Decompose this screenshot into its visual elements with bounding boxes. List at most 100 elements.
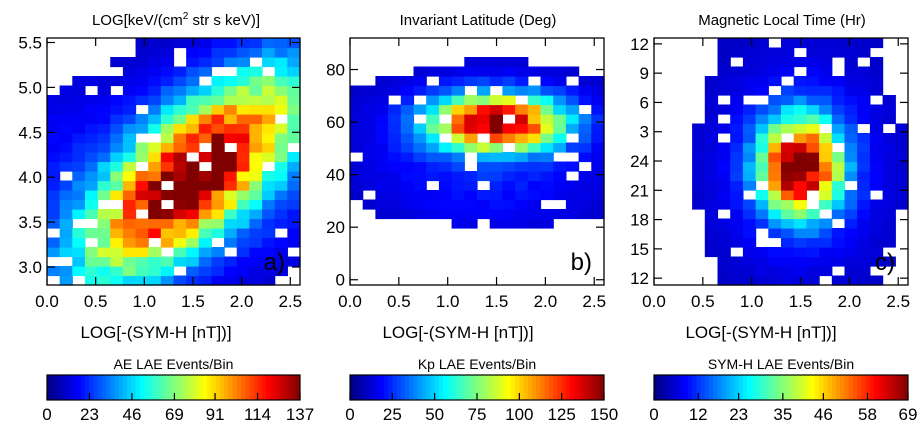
heatmap-cell	[742, 57, 757, 68]
heatmap-cell	[869, 66, 884, 77]
heatmap-cell	[515, 218, 529, 229]
heatmap-cell	[464, 218, 478, 229]
heatmap-cell	[249, 209, 263, 220]
colorbar-swatch	[375, 375, 381, 400]
heatmap-cell	[502, 66, 516, 77]
heatmap-cell	[47, 133, 61, 144]
colorbar-swatch	[899, 375, 905, 400]
heatmap-cell	[400, 171, 415, 182]
colorbar-swatch	[55, 375, 61, 400]
heatmap-cell	[451, 180, 465, 191]
heatmap-cell	[451, 218, 465, 229]
heatmap-cell	[464, 57, 478, 68]
heatmap-cell	[768, 161, 782, 172]
heatmap-cell	[426, 114, 440, 125]
heatmap-cell	[211, 275, 225, 286]
colorbar-swatch	[169, 375, 174, 400]
heatmap-cell	[781, 57, 795, 68]
heatmap-cell	[438, 199, 453, 210]
heatmap-cell	[375, 180, 389, 191]
heatmap-cell	[148, 114, 162, 125]
heatmap-cell	[451, 76, 465, 87]
heatmap-cell	[249, 180, 263, 191]
heatmap-cell	[148, 66, 162, 77]
heatmap-cell	[755, 38, 769, 49]
heatmap-cell	[844, 152, 858, 163]
heatmap-cell	[515, 171, 529, 182]
y-tick-label: 12	[630, 35, 649, 54]
heatmap-cell	[869, 104, 884, 115]
heatmap-cell	[122, 161, 137, 172]
colorbar-tick-label: 114	[244, 405, 271, 424]
heatmap-cell	[742, 266, 757, 277]
heatmap-cell	[160, 142, 175, 153]
heatmap-cell	[781, 256, 795, 267]
heatmap-cell	[464, 114, 478, 125]
heatmap-cell	[553, 123, 567, 134]
heatmap-cell	[882, 199, 896, 210]
heatmap-cell	[224, 57, 238, 68]
heatmap-cell	[882, 161, 896, 172]
heatmap-cell	[882, 209, 896, 220]
heatmap-cell	[110, 190, 124, 201]
panel-b-xlabel: LOG[-(SYM-H [nT])]	[382, 323, 533, 342]
heatmap-cell	[806, 171, 820, 182]
heatmap-cell	[489, 161, 503, 172]
heatmap-cell	[224, 47, 238, 58]
heatmap-cell	[148, 76, 162, 87]
heatmap-cell	[869, 123, 884, 134]
heatmap-cell	[274, 142, 288, 153]
heatmap-cell	[793, 256, 807, 267]
heatmap-cell	[249, 190, 263, 201]
colorbar-swatch	[553, 375, 558, 400]
heatmap-cell	[781, 180, 795, 191]
heatmap-cell	[236, 142, 250, 153]
heatmap-cell	[122, 57, 137, 68]
plot-frame	[46, 37, 301, 286]
heatmap-cell	[793, 114, 807, 125]
heatmap-cell	[148, 228, 162, 239]
heatmap-cell	[59, 190, 73, 201]
heatmap-cell	[122, 152, 137, 163]
x-tick-label: 1.5	[485, 292, 509, 311]
heatmap-cell	[400, 199, 415, 210]
heatmap-cell	[704, 161, 719, 172]
heatmap-cell	[211, 104, 225, 115]
heatmap-cell	[173, 199, 187, 210]
colorbar-swatch	[662, 375, 668, 400]
heatmap-cell	[122, 247, 137, 258]
heatmap-cell	[540, 209, 554, 220]
heatmap-cell	[540, 123, 554, 134]
colorbar-swatch	[544, 375, 550, 400]
heatmap-cell	[464, 104, 478, 115]
heatmap-cell	[224, 209, 238, 220]
heatmap-cell	[211, 171, 225, 182]
heatmap-cell	[489, 171, 503, 182]
heatmap-cell	[122, 114, 137, 125]
heatmap-cell	[198, 218, 213, 229]
heatmap-cell	[781, 38, 795, 49]
heatmap-cell	[591, 190, 605, 201]
heatmap-cell	[831, 180, 846, 191]
heatmap-cell	[755, 66, 769, 77]
heatmap-cell	[122, 133, 137, 144]
heatmap-cell	[591, 199, 605, 210]
heatmap-cell	[730, 104, 744, 115]
heatmap-cell	[553, 85, 567, 96]
heatmap-cell	[274, 209, 288, 220]
heatmap-cell	[540, 180, 554, 191]
heatmap-cell	[527, 152, 542, 163]
heatmap-cell	[438, 123, 453, 134]
heatmap-cell	[730, 237, 744, 248]
heatmap-cell	[869, 237, 884, 248]
heatmap-cell	[882, 95, 896, 106]
heatmap-cell	[249, 76, 263, 87]
heatmap-cell	[122, 85, 137, 96]
heatmap-cell	[274, 256, 288, 267]
colorbar-swatch	[895, 375, 901, 400]
heatmap-cell	[844, 171, 858, 182]
heatmap-cell	[704, 133, 719, 144]
heatmap-cell	[831, 38, 846, 49]
heatmap-cell	[438, 95, 453, 106]
colorbar-swatch	[844, 375, 850, 400]
